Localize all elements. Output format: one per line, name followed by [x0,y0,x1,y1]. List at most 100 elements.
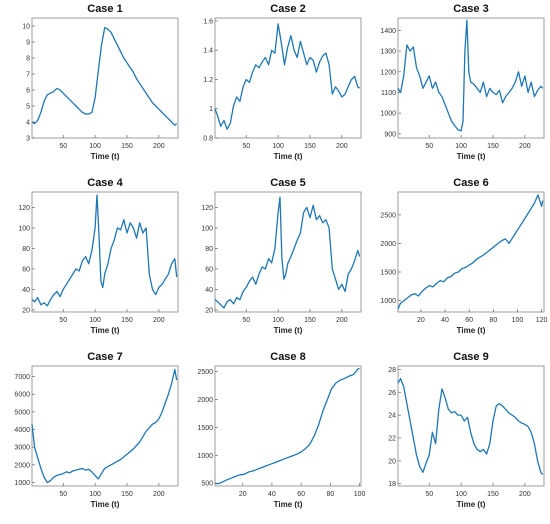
x-tick-label: 100 [272,317,284,324]
x-tick-label: 20 [239,491,247,498]
y-tick-label: 5000 [14,409,30,416]
x-tick-label: 50 [59,491,67,498]
y-tick-label: 2000 [197,397,213,404]
chart-case-1: Case 1 50 100 150 200 3 4 5 6 7 8 9 10 Time (t) [22,3,179,161]
y-tick-label: 1000 [380,111,396,118]
y-tick-label: 60 [205,266,213,273]
chart-title: Case 3 [453,3,488,15]
x-tick-label: 200 [336,143,348,150]
y-tick-label: 1200 [380,69,396,76]
y-tick-label: 120 [201,205,213,212]
x-tick-label: 200 [153,491,165,498]
x-tick-label: 40 [441,317,449,324]
y-tick-label: 900 [384,131,396,138]
x-tick-label: 50 [242,143,250,150]
chart-case-7: Case 7 50 100 150 200 1000 2000 3000 4000 5000 600… [14,351,179,509]
x-axis-label: Time (t) [274,500,303,509]
x-tick-label: 50 [242,317,250,324]
y-tick-label: 20 [388,458,396,465]
plot-frame [31,17,179,139]
chart-title: Case 7 [87,351,122,363]
chart-case-3: Case 3 50 100 150 200 900 1000 1100 1200 1300 1400… [380,3,545,161]
series-line-1 [31,26,178,126]
y-tick-label: 1500 [197,425,213,432]
series-line-1 [31,194,178,307]
y-tick-label: 9 [26,40,30,47]
x-axis-label: Time (t) [274,326,303,335]
x-axis-label: Time (t) [274,152,303,161]
x-axis-label: Time (t) [457,500,486,509]
plot-frame [397,17,545,139]
x-tick-label: 200 [519,143,531,150]
y-tick-label: 100 [18,225,30,232]
x-tick-label: 200 [153,317,165,324]
y-tick-label: 500 [201,481,213,488]
chart-case-2: Case 2 50 100 150 200 0.8 1 1.2 1.4 1.6 Time (t) [203,3,362,161]
chart-title: Case 2 [270,3,305,15]
x-tick-label: 100 [272,143,284,150]
x-tick-label: 50 [59,143,67,150]
plot-frame [214,17,362,139]
y-tick-label: 5 [26,104,30,111]
y-tick-label: 2000 [380,241,396,248]
plot-frame [31,191,179,313]
chart-case-6: Case 6 20 40 60 80 100 120 1000 1500 2000 2500 Time… [380,177,548,335]
y-tick-label: 3 [26,136,30,143]
y-tick-label: 24 [388,413,396,420]
x-tick-label: 200 [519,491,531,498]
series-line-1 [397,377,544,476]
x-tick-label: 100 [89,317,101,324]
chart-case-9: Case 9 50 100 150 200 18 20 22 24 26 28 Time (t) [388,351,545,509]
y-tick-label: 80 [205,246,213,253]
y-tick-label: 1500 [380,270,396,277]
y-tick-label: 1 [209,106,213,113]
x-axis-label: Time (t) [457,326,486,335]
x-tick-label: 150 [121,491,133,498]
x-tick-label: 60 [465,317,473,324]
y-tick-label: 4 [26,120,30,127]
y-tick-label: 120 [18,205,30,212]
series-line-1 [397,19,544,132]
x-tick-label: 100 [455,143,467,150]
plot-frame [214,191,362,313]
y-tick-label: 20 [205,307,213,314]
chart-title: Case 6 [453,177,488,189]
y-tick-label: 100 [201,225,213,232]
y-tick-label: 1300 [380,49,396,56]
y-tick-label: 1.6 [203,18,213,25]
chart-case-8: Case 8 20 40 60 80 100 500 1000 1500 2000 2500 Time… [197,351,365,509]
y-tick-label: 6000 [14,392,30,399]
x-tick-label: 100 [455,491,467,498]
y-tick-label: 6 [26,88,30,95]
y-tick-label: 1000 [380,298,396,305]
x-tick-label: 40 [268,491,276,498]
y-tick-label: 1000 [14,480,30,487]
y-tick-label: 3000 [14,445,30,452]
chart-title: Case 9 [453,351,488,363]
y-tick-label: 4000 [14,427,30,434]
x-tick-label: 120 [536,317,548,324]
y-tick-label: 1000 [197,453,213,460]
y-tick-label: 60 [22,266,30,273]
y-tick-label: 26 [388,390,396,397]
x-tick-label: 50 [59,317,67,324]
y-tick-label: 20 [22,307,30,314]
y-tick-label: 22 [388,436,396,443]
x-tick-label: 80 [489,317,497,324]
y-tick-label: 10 [22,24,30,31]
y-tick-label: 7000 [14,374,30,381]
x-tick-label: 150 [304,317,316,324]
chart-title: Case 4 [87,177,123,189]
x-tick-label: 100 [89,143,101,150]
y-tick-label: 18 [388,481,396,488]
series-line-1 [214,196,361,309]
y-tick-label: 1100 [381,90,396,97]
plot-frame [397,365,545,487]
series-line-1 [214,367,360,485]
y-tick-label: 0.8 [203,136,213,143]
x-tick-label: 80 [326,491,334,498]
x-axis-label: Time (t) [91,326,120,335]
x-tick-label: 50 [425,491,433,498]
x-tick-label: 100 [89,491,101,498]
